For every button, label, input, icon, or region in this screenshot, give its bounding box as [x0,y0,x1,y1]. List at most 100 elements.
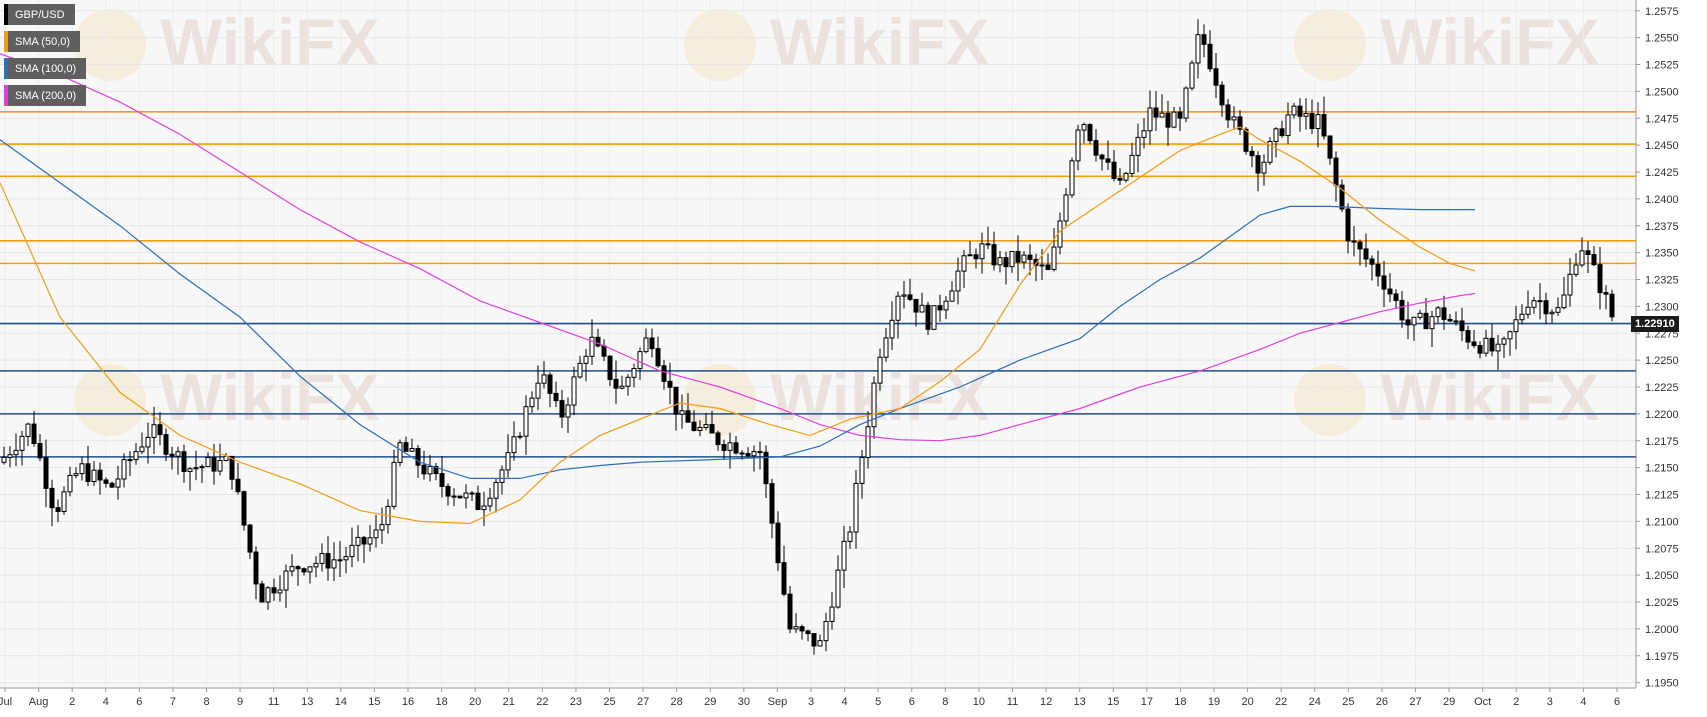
x-tick-label: 7 [170,696,176,708]
x-tick-label: 30 [738,696,750,708]
candle-body [415,448,421,466]
candle-body [1603,292,1609,295]
x-tick-label: 18 [435,696,447,708]
y-tick-label: 1.2225 [1645,382,1679,394]
candle-body [331,559,337,569]
candle-body [1423,312,1429,330]
candle-body [817,640,823,647]
candle-body [1195,34,1201,64]
candle-body [1291,105,1297,116]
y-tick-label: 1.2300 [1645,301,1679,313]
candle-body [655,348,661,367]
candle-body [859,456,865,484]
candle-body [487,497,493,507]
plot-background [0,0,1636,688]
candle-body [307,566,313,573]
legend-item-pair[interactable]: GBP/USD [4,4,75,25]
candle-body [841,540,847,571]
candle-body [229,455,235,480]
y-tick-label: 1.1975 [1645,651,1679,663]
candle-body [433,465,439,475]
candle-body [973,254,979,260]
candle-body [391,461,397,507]
candle-body [235,478,241,493]
candle-body [853,482,859,533]
x-tick-label: 27 [637,696,649,708]
y-tick-label: 1.2400 [1645,194,1679,206]
candle-body [1477,344,1483,354]
candle-body [271,587,277,594]
candle-body [1555,307,1561,313]
x-tick-label: Jul [0,696,12,708]
y-tick-label: 1.2075 [1645,543,1679,555]
candle-body [679,410,685,415]
candle-body [217,459,223,472]
candle-body [163,434,169,455]
candle-body [805,630,811,635]
candle-body [1363,248,1369,260]
x-tick-label: 4 [1580,696,1586,708]
candle-body [1279,128,1285,137]
legend-item-sma200[interactable]: SMA (200,0) [4,85,87,106]
candle-body [619,385,625,389]
x-tick-label: Sep [768,696,788,708]
candle-body [877,356,883,384]
candle-body [811,633,817,647]
candle-body [1549,311,1555,315]
candle-body [1495,343,1501,352]
legend-label: SMA (200,0) [15,89,77,102]
x-tick-label: 17 [1141,696,1153,708]
y-tick-label: 1.2550 [1645,33,1679,45]
candle-body [583,355,589,364]
candle-body [451,495,457,498]
candle-body [7,454,13,458]
candle-body [1573,264,1579,275]
candle-body [709,424,715,434]
candle-body [1459,320,1465,332]
candle-body [685,410,691,423]
candle-body [1543,300,1549,315]
candle-body [493,481,499,499]
candle-body [1135,136,1141,156]
sma100-line [0,139,1475,479]
candle-body [1027,254,1033,260]
candle-body [739,452,745,455]
x-tick-label: 6 [909,696,915,708]
candle-body [1405,319,1411,326]
candle-body [1057,220,1063,248]
candle-body [499,469,505,483]
legend-swatch [4,31,8,52]
candle-body [1183,87,1189,119]
y-tick-label: 1.2375 [1645,221,1679,233]
y-tick-label: 1.2350 [1645,248,1679,260]
candle-body [1591,254,1597,266]
candle-body [553,392,559,402]
candle-body [469,492,475,495]
candle-body [1153,107,1159,118]
candle-body [913,298,919,313]
x-tick-label: 6 [136,696,142,708]
candle-body [1507,331,1513,340]
y-tick-label: 1.2450 [1645,140,1679,152]
candle-body [1081,124,1087,131]
candle-body [949,290,955,302]
candle-body [1255,155,1261,174]
candle-body [751,451,757,457]
candle-body [61,491,67,512]
chart-legend: GBP/USD SMA (50,0) SMA (100,0) SMA (200,… [4,4,87,112]
candle-body [139,446,145,453]
candle-body [961,255,967,272]
candle-body [733,442,739,454]
candle-body [13,449,19,456]
candle-body [241,491,247,526]
candle-body [1531,300,1537,308]
legend-item-sma100[interactable]: SMA (100,0) [4,58,87,79]
candle-body [199,466,205,469]
y-tick-label: 1.2000 [1645,624,1679,636]
candle-body [1069,160,1075,196]
legend-item-sma50[interactable]: SMA (50,0) [4,31,81,52]
candle-body [595,336,601,347]
candle-body [793,626,799,630]
